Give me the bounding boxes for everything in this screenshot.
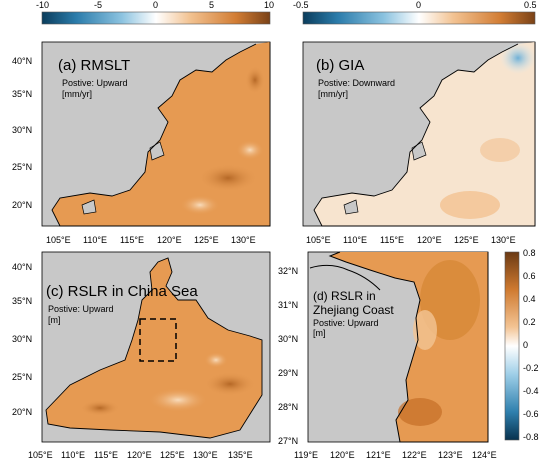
panel-a-lon: 120°E (157, 235, 182, 245)
panel-c-lon: 120°E (127, 450, 152, 460)
panel-a: (a) RMSLT Postive: Upward [mm/yr] 40°N 3… (12, 41, 271, 245)
panel-c-title: (c) RSLR in China Sea (46, 283, 198, 300)
panel-b-unit: [mm/yr] (318, 89, 348, 99)
cb-r-tick: 0.2 (523, 317, 536, 327)
panel-a-lat: 40°N (12, 56, 32, 66)
panel-b-note: Postive: Downward (318, 78, 395, 88)
panel-c-unit: [m] (48, 315, 61, 325)
cb-tl-tick: 5 (209, 0, 214, 10)
panel-a-lat: 20°N (12, 200, 32, 210)
panel-c-lon: 130°E (193, 450, 218, 460)
panel-a-lon: 125°E (194, 235, 219, 245)
panel-d-lat: 28°N (278, 402, 298, 412)
panel-d: (d) RSLR in Zhejiang Coast Postive: Upwa… (278, 251, 497, 460)
panel-b-lon: 130°E (491, 235, 516, 245)
panel-d-unit: [m] (313, 328, 326, 338)
panel-b-lon: 110°E (343, 235, 367, 245)
cb-r-tick: -0.4 (523, 386, 539, 396)
colorbar-top-right: -0.5 0 0.5 (293, 0, 537, 25)
panel-c: (c) RSLR in China Sea Postive: Upward [m… (12, 251, 271, 460)
panel-c-note: Postive: Upward (48, 304, 114, 314)
panel-a-lon: 130°E (231, 235, 256, 245)
panel-a-lat: 25°N (12, 162, 32, 172)
cb-r-tick: 0.8 (523, 248, 536, 258)
panel-b-lon: 120°E (417, 235, 442, 245)
panel-b-ocean (314, 42, 535, 226)
panel-c-lon: 135°E (228, 450, 253, 460)
cb-tr-tick: 0.5 (524, 0, 537, 10)
cb-tl-tick: 10 (264, 0, 274, 10)
panel-a-unit: [mm/yr] (62, 89, 92, 99)
panel-b: (b) GIA Postive: Downward [mm/yr] 105°E … (302, 41, 536, 245)
cb-r-tick: -0.8 (523, 432, 539, 442)
panel-c-lon: 110°E (61, 450, 85, 460)
panel-a-lon: 105°E (46, 235, 71, 245)
cb-r-tick: -0.6 (523, 409, 539, 419)
cb-r-tick: 0.4 (523, 294, 536, 304)
panel-d-lon: 123°E (438, 450, 463, 460)
panel-c-lon: 125°E (160, 450, 185, 460)
panel-d-lat: 30°N (278, 334, 298, 344)
cb-tl-tick: -5 (94, 0, 102, 10)
panel-a-lat: 30°N (12, 125, 32, 135)
cb-r-tick: 0.6 (523, 271, 536, 281)
panel-a-lat: 35°N (12, 89, 32, 99)
panel-a-title: (a) RMSLT (58, 57, 130, 74)
cb-tr-tick: -0.5 (293, 0, 309, 10)
panel-d-title-2: Zhejiang Coast (313, 303, 394, 317)
panel-c-lat: 25°N (12, 372, 32, 382)
panel-c-lat: 30°N (12, 334, 32, 344)
cb-tl-tick: 0 (153, 0, 158, 10)
panel-d-lon: 119°E (294, 450, 318, 460)
panel-d-note: Postive: Upward (313, 318, 379, 328)
panel-b-lon: 125°E (454, 235, 479, 245)
panel-d-title-1: (d) RSLR in (313, 289, 376, 303)
panel-b-lon: 115°E (380, 235, 404, 245)
panel-c-lat: 20°N (12, 407, 32, 417)
panel-d-lat: 27°N (278, 436, 298, 446)
cb-tl-tick: -10 (36, 0, 49, 10)
panel-d-lon: 120°E (330, 450, 355, 460)
panel-a-lon: 115°E (120, 235, 144, 245)
panel-c-ocean (45, 257, 263, 439)
cb-tr-tick: 0 (416, 0, 421, 10)
cb-r-tick: 0 (523, 340, 528, 350)
colorbar-right: 0.8 0.6 0.4 0.2 0 -0.2 -0.4 -0.6 -0.8 (504, 248, 539, 442)
colorbar-top-left: -10 -5 0 5 10 (36, 0, 274, 25)
panel-c-lon: 105°E (28, 450, 53, 460)
panel-d-lon: 121°E (366, 450, 391, 460)
panel-a-note: Postive: Upward (62, 78, 128, 88)
panel-d-lon: 124°E (472, 450, 497, 460)
panel-c-lon: 115°E (94, 450, 118, 460)
panel-c-lat: 35°N (12, 296, 32, 306)
panel-b-lon: 105°E (306, 235, 331, 245)
cb-r-tick: -0.2 (523, 363, 539, 373)
panel-c-lat: 40°N (12, 262, 32, 272)
panel-d-lat: 29°N (278, 368, 298, 378)
panel-a-lon: 110°E (83, 235, 107, 245)
panel-c-dashed-box (139, 318, 177, 362)
panel-d-lat: 31°N (278, 300, 298, 310)
panel-b-title: (b) GIA (316, 57, 364, 74)
panel-d-lat: 32°N (278, 266, 298, 276)
panel-d-lon: 122°E (402, 450, 427, 460)
